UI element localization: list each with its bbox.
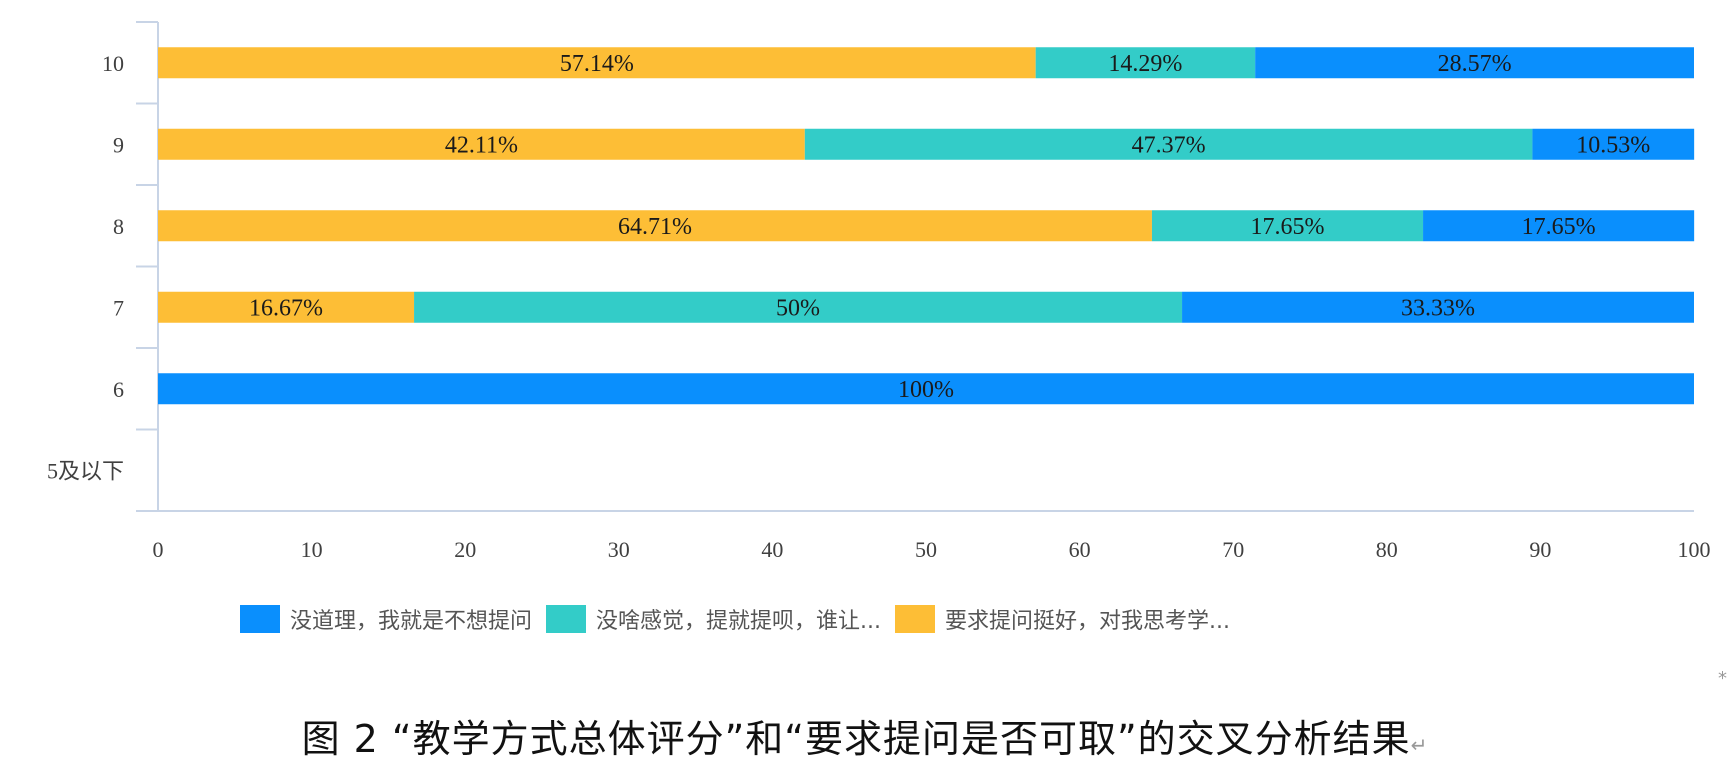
data-label: 100% <box>898 377 954 403</box>
legend-label-3: 要求提问挺好，对我思考学... <box>945 609 1230 634</box>
corner-mark: * <box>1718 668 1727 689</box>
data-label: 14.29% <box>1108 51 1182 77</box>
figure-caption: 图 2 “教学方式总体评分”和“要求提问是否可取”的交叉分析结果↵ <box>0 708 1730 763</box>
paragraph-mark: ↵ <box>1410 733 1429 757</box>
x-tick-label: 90 <box>1529 537 1551 562</box>
chart-bars <box>158 47 1695 405</box>
bar-segment <box>804 128 1533 160</box>
data-label: 33.33% <box>1401 295 1475 321</box>
data-label: 17.65% <box>1522 214 1596 240</box>
legend-item-1[interactable]: 没道理，我就是不想提问 <box>240 603 532 635</box>
x-tick-label: 40 <box>761 537 783 562</box>
x-tick-label: 50 <box>915 537 937 562</box>
data-label: 50% <box>776 295 820 321</box>
y-category-label: 8 <box>113 214 124 239</box>
x-tick-label: 0 <box>153 537 164 562</box>
x-tick-label: 70 <box>1222 537 1244 562</box>
x-tick-label: 80 <box>1376 537 1398 562</box>
bar-segment <box>1151 210 1424 242</box>
bar-segment <box>158 47 1036 79</box>
chart-axes: 0 10 20 30 40 50 60 70 80 90 100 10 9 8 7 6 5及以下 <box>47 21 1711 562</box>
x-tick-label: 10 <box>301 537 323 562</box>
legend-swatch-1 <box>240 605 280 633</box>
bar-segment <box>1532 128 1695 160</box>
data-label: 64.71% <box>618 214 692 240</box>
y-category-label: 7 <box>113 295 124 320</box>
data-label: 47.37% <box>1132 132 1206 158</box>
chart-labels: 57.14% 14.29% 28.57% 42.11% 47.37% 10.53% 64.7… <box>249 51 1650 403</box>
data-label: 28.57% <box>1438 51 1512 77</box>
legend-swatch-2 <box>546 605 587 633</box>
data-label: 17.65% <box>1250 214 1324 240</box>
legend-swatch-3 <box>895 605 935 633</box>
caption-text: 图 2 “教学方式总体评分”和“要求提问是否可取”的交叉分析结果 <box>301 717 1411 761</box>
y-category-label: 10 <box>102 51 124 76</box>
bar-segment <box>158 373 1694 405</box>
bar-segment <box>1035 47 1256 79</box>
legend-item-3[interactable]: 要求提问挺好，对我思考学... <box>895 603 1230 635</box>
legend-item-2[interactable]: 没啥感觉，提就提呗，谁让... <box>546 603 881 635</box>
data-label: 10.53% <box>1576 132 1650 158</box>
bar-segment <box>158 210 1152 242</box>
y-category-label: 9 <box>113 132 124 157</box>
chart-legend: 没道理，我就是不想提问 没啥感觉，提就提呗，谁让... 要求提问挺好，对我思考学… <box>240 603 1244 635</box>
data-label: 16.67% <box>249 295 323 321</box>
x-tick-label: 100 <box>1678 537 1711 562</box>
bar-segment <box>414 291 1183 323</box>
bar-segment <box>1423 210 1695 242</box>
chart-area: 0 10 20 30 40 50 60 70 80 90 100 10 9 8 7 6 5及以下 57.14% 1… <box>47 21 1711 562</box>
y-category-label: 5及以下 <box>47 458 124 483</box>
data-label: 42.11% <box>445 132 518 158</box>
legend-label-2: 没啥感觉，提就提呗，谁让... <box>596 609 881 634</box>
bar-segment <box>158 128 805 160</box>
x-tick-label: 20 <box>454 537 476 562</box>
bar-segment <box>1182 291 1694 323</box>
bar-segment <box>158 291 415 323</box>
y-category-label: 6 <box>113 377 124 402</box>
data-label: 57.14% <box>560 51 634 77</box>
x-tick-label: 60 <box>1069 537 1091 562</box>
bar-segment <box>1255 47 1694 79</box>
legend-label-1: 没道理，我就是不想提问 <box>290 609 533 634</box>
x-tick-label: 30 <box>608 537 630 562</box>
